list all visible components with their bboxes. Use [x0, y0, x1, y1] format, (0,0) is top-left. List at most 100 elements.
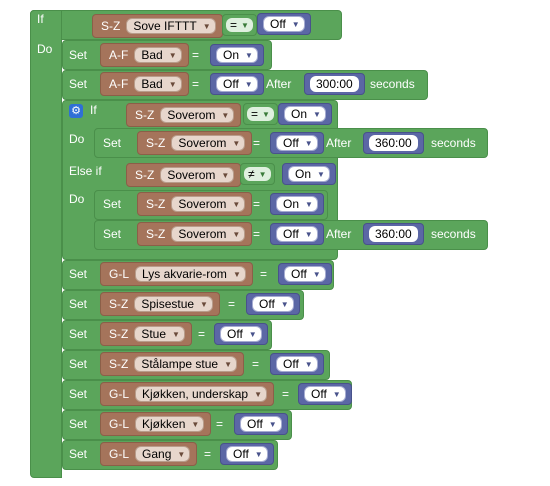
if-block-spine [30, 10, 62, 478]
device-dropdown[interactable]: Stue ▼ [134, 326, 185, 342]
operator-dropdown[interactable]: = ▼ [243, 103, 278, 125]
condition-device-block[interactable]: S-Z Sove IFTTT ▼ [92, 14, 223, 38]
value-dropdown[interactable]: Off ▼ [270, 132, 324, 154]
dropdown-arrow-icon: ▼ [313, 109, 321, 119]
delay-input[interactable]: 360:00 [363, 132, 424, 154]
value-dropdown[interactable]: Off ▼ [298, 383, 352, 405]
value-dropdown[interactable]: Off ▼ [220, 443, 274, 465]
dropdown-arrow-icon: ▼ [291, 19, 300, 29]
device-category: S-Z [135, 108, 155, 122]
dropdown-arrow-icon: ▼ [248, 329, 257, 339]
value-dropdown[interactable]: Off ▼ [270, 353, 324, 375]
device-dropdown[interactable]: Stålampe stue ▼ [134, 356, 237, 372]
condition-device-block[interactable]: S-Z Soverom ▼ [126, 163, 242, 187]
do-label: Do [37, 42, 53, 56]
device-category: S-Z [135, 168, 155, 182]
device-dropdown[interactable]: Spisestue ▼ [134, 296, 213, 312]
dropdown-arrow-icon: ▼ [232, 269, 241, 279]
device-dropdown[interactable]: Kjøkken ▼ [135, 416, 205, 432]
equals-label: = [192, 48, 200, 62]
delay-input[interactable]: 300:00 [304, 73, 365, 95]
set-label: Set [69, 357, 88, 371]
device-category: S-Z [109, 327, 129, 341]
device-block[interactable]: S-Z Soverom ▼ [137, 192, 253, 216]
device-category: S-Z [146, 197, 166, 211]
device-dropdown[interactable]: Soverom ▼ [160, 167, 235, 183]
value-dropdown[interactable]: Off ▼ [210, 73, 264, 95]
device-dropdown[interactable]: Kjøkken, underskap ▼ [135, 386, 267, 402]
dropdown-arrow-icon: ▼ [332, 389, 341, 399]
device-dropdown[interactable]: Gang ▼ [135, 446, 191, 462]
dropdown-arrow-icon: ▼ [221, 170, 230, 180]
device-dropdown[interactable]: Soverom ▼ [171, 226, 246, 242]
set-label: Set [103, 136, 122, 150]
device-dropdown[interactable]: Soverom ▼ [171, 196, 246, 212]
operator-dropdown[interactable]: ≠ ▼ [240, 163, 275, 185]
value-dropdown[interactable]: On ▼ [210, 44, 264, 66]
value-dropdown[interactable]: On ▼ [282, 163, 336, 185]
dropdown-arrow-icon: ▼ [200, 299, 208, 309]
value-dropdown[interactable]: Off ▼ [214, 323, 268, 345]
device-dropdown[interactable]: Lys akvarie-rom ▼ [135, 266, 246, 282]
device-block[interactable]: S-Z Soverom ▼ [137, 222, 253, 246]
value-dropdown[interactable]: Off ▼ [257, 13, 311, 35]
set-label: Set [69, 267, 88, 281]
dropdown-arrow-icon: ▼ [168, 50, 177, 60]
dropdown-arrow-icon: ▼ [172, 329, 180, 339]
set-label: Set [69, 417, 88, 431]
equals-label: = [198, 327, 206, 341]
delay-input[interactable]: 360:00 [363, 223, 424, 245]
equals-label: = [253, 136, 261, 150]
dropdown-arrow-icon: ▼ [241, 20, 249, 30]
device-block[interactable]: G-L Gang ▼ [100, 442, 198, 466]
after-label: After [326, 227, 352, 241]
dropdown-arrow-icon: ▼ [280, 299, 289, 309]
device-dropdown[interactable]: Bad ▼ [134, 47, 182, 63]
value-dropdown[interactable]: On ▼ [278, 103, 332, 125]
gear-icon[interactable]: ⚙ [69, 104, 83, 118]
value-dropdown[interactable]: Off ▼ [270, 223, 324, 245]
device-block[interactable]: S-Z Soverom ▼ [137, 131, 253, 155]
device-category: S-Z [146, 136, 166, 150]
device-block[interactable]: G-L Lys akvarie-rom ▼ [100, 262, 253, 286]
device-dropdown[interactable]: Soverom ▼ [160, 107, 235, 123]
after-label: After [326, 136, 352, 150]
dropdown-arrow-icon: ▼ [177, 449, 186, 459]
device-block[interactable]: G-L Kjøkken ▼ [100, 412, 212, 436]
value-dropdown[interactable]: Off ▼ [234, 413, 288, 435]
device-block[interactable]: A-F Bad ▼ [100, 72, 189, 96]
set-label: Set [69, 48, 88, 62]
dropdown-arrow-icon: ▼ [254, 389, 262, 399]
device-block[interactable]: S-Z Stue ▼ [100, 322, 192, 346]
dropdown-arrow-icon: ▼ [244, 79, 253, 89]
value-dropdown[interactable]: Off ▼ [246, 293, 300, 315]
device-category: S-Z [101, 19, 121, 33]
do-label: Do [69, 192, 85, 206]
dropdown-arrow-icon: ▼ [254, 449, 263, 459]
equals-label: = [253, 227, 261, 241]
dropdown-arrow-icon: ▼ [245, 50, 253, 60]
operator-dropdown[interactable]: = ▼ [222, 14, 257, 36]
value-dropdown[interactable]: Off ▼ [278, 263, 332, 285]
value-dropdown[interactable]: On ▼ [270, 193, 324, 215]
device-category: S-Z [146, 227, 166, 241]
device-dropdown[interactable]: Sove IFTTT ▼ [126, 18, 216, 34]
condition-device-block[interactable]: S-Z Soverom ▼ [126, 103, 242, 127]
device-dropdown[interactable]: Bad ▼ [134, 76, 182, 92]
device-dropdown[interactable]: Soverom ▼ [171, 135, 246, 151]
dropdown-arrow-icon: ▼ [191, 419, 200, 429]
equals-label: = [252, 357, 260, 371]
device-category: A-F [109, 48, 129, 62]
dropdown-arrow-icon: ▼ [262, 109, 270, 119]
set-label: Set [69, 297, 88, 311]
device-block[interactable]: S-Z Spisestue ▼ [100, 292, 220, 316]
device-category: G-L [109, 267, 130, 281]
do-label: Do [69, 132, 85, 146]
device-block[interactable]: G-L Kjøkken, underskap ▼ [100, 382, 274, 406]
set-label: Set [69, 387, 88, 401]
if-label: If [37, 12, 44, 26]
device-category: S-Z [109, 297, 129, 311]
device-block[interactable]: S-Z Stålampe stue ▼ [100, 352, 244, 376]
device-block[interactable]: A-F Bad ▼ [100, 43, 189, 67]
